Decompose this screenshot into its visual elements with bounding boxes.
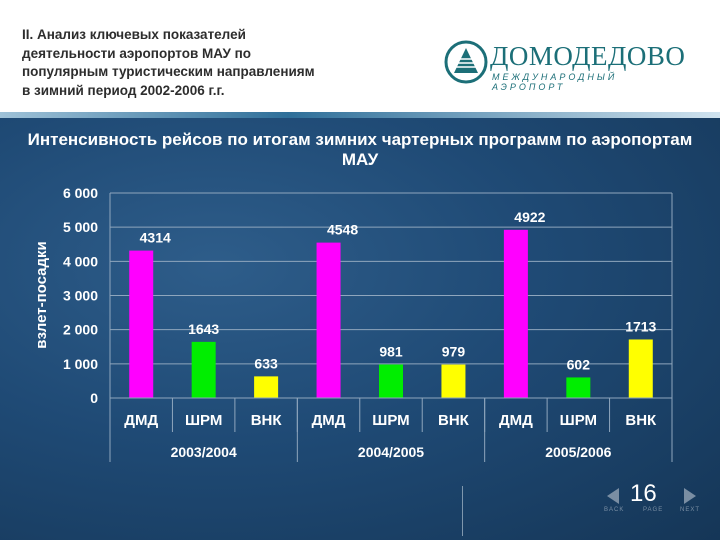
bar-value-label: 979 [442, 344, 466, 360]
x-category-label: ДМД [499, 412, 533, 429]
x-category-label: ВНК [625, 412, 657, 429]
y-tick-label: 5 000 [63, 219, 98, 235]
bar-value-label: 633 [254, 355, 278, 371]
x-group-label: 2003/2004 [171, 444, 237, 460]
header-stripe [0, 112, 720, 118]
x-category-label: ШРМ [185, 412, 222, 429]
next-caption: NEXT [680, 507, 701, 513]
bar [191, 341, 216, 398]
bar [441, 364, 466, 398]
bar [628, 339, 653, 398]
bar [254, 376, 279, 398]
y-tick-label: 2 000 [63, 322, 98, 338]
bar-value-label: 981 [379, 343, 403, 359]
airport-emblem-icon [444, 40, 488, 84]
bar-value-label: 602 [567, 356, 591, 372]
slide-body [0, 118, 720, 540]
x-group-label: 2005/2006 [545, 444, 611, 460]
chart-title: Интенсивность рейсов по итогам зимних ча… [27, 130, 693, 169]
y-tick-label: 3 000 [63, 288, 98, 304]
next-arrow-icon[interactable] [684, 488, 696, 504]
bar [379, 364, 403, 398]
bar-value-label: 4314 [140, 230, 171, 246]
y-tick-label: 0 [90, 390, 98, 406]
domodedovo-logo: ДОМОДЕДОВО МЕЖДУНАРОДНЫЙ АЭРОПОРТ [444, 38, 686, 92]
x-category-label: ШРМ [372, 412, 409, 429]
x-category-label: ДМД [124, 412, 158, 429]
y-tick-label: 6 000 [63, 185, 98, 201]
bar [566, 377, 591, 398]
page-caption: PAGE [643, 507, 664, 513]
slide-header: II. Анализ ключевых показателей деятельн… [0, 0, 720, 112]
footer-divider [462, 486, 463, 536]
x-category-label: ДМД [312, 412, 346, 429]
bar-value-label: 4548 [327, 222, 358, 238]
y-tick-label: 4 000 [63, 253, 98, 269]
bar-value-label: 1713 [625, 318, 656, 334]
bar [129, 250, 154, 398]
page-number: 16 [630, 480, 657, 507]
x-category-label: ВНК [251, 412, 283, 429]
back-caption: BACK [604, 507, 625, 513]
x-category-label: ШРМ [560, 412, 597, 429]
x-category-label: ВНК [438, 412, 470, 429]
bar [316, 242, 341, 398]
back-arrow-icon[interactable] [607, 488, 619, 504]
y-tick-label: 1 000 [63, 356, 98, 372]
bar-value-label: 1643 [188, 321, 219, 337]
logo-name: ДОМОДЕДОВО [490, 41, 686, 71]
slide-title: II. Анализ ключевых показателей деятельн… [22, 27, 315, 98]
logo-subtitle: МЕЖДУНАРОДНЫЙ АЭРОПОРТ [492, 72, 618, 92]
bar-value-label: 4922 [514, 209, 545, 225]
y-axis-label: взлет-посадки [33, 241, 50, 348]
bar [503, 229, 528, 398]
x-group-label: 2004/2005 [358, 444, 424, 460]
